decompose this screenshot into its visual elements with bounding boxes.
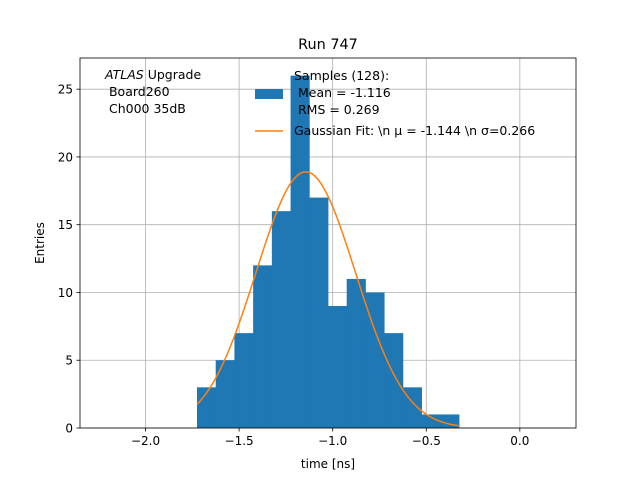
annotation-board: Board260: [105, 84, 170, 99]
gaussian-fit-line: [196, 171, 460, 427]
chart-title: Run 747: [298, 37, 358, 53]
legend-histogram-line-1: Samples (128):: [294, 68, 389, 83]
legend-histogram-line-3: RMS = 0.269: [294, 102, 380, 117]
histogram-bar: [234, 333, 254, 428]
histogram-bar: [365, 292, 385, 428]
histogram-bar: [309, 197, 329, 428]
histogram-bar: [253, 265, 273, 428]
y-tick-label: 10: [58, 286, 73, 300]
histogram-bar: [421, 414, 441, 428]
histogram-bar: [290, 75, 310, 428]
x-tick-label: −1.0: [318, 434, 347, 448]
histogram-bar: [346, 278, 366, 428]
x-tick-label: −1.5: [225, 434, 254, 448]
x-axis-ticks: −2.0 −1.5 −1.0 −0.5 0.0: [131, 428, 529, 448]
histogram-bar: [215, 360, 235, 428]
y-axis-label: Entries: [33, 222, 47, 264]
x-axis-label: time [ns]: [301, 457, 355, 471]
legend-histogram-line-2: Mean = -1.116: [294, 85, 391, 100]
y-tick-label: 15: [58, 218, 73, 232]
legend: Samples (128): Mean = -1.116 RMS = 0.269…: [255, 68, 535, 138]
histogram-bar: [271, 211, 291, 428]
y-tick-label: 0: [65, 422, 73, 436]
annotation-line-1: ATLAS Upgrade: [104, 67, 201, 82]
histogram-bars: [196, 75, 460, 428]
y-axis-ticks: 0 5 10 15 20 25: [58, 83, 80, 436]
legend-histogram-swatch: [255, 89, 283, 99]
legend-fit-label: Gaussian Fit: \n μ = -1.144 \n σ=0.266: [294, 123, 535, 138]
y-tick-label: 20: [58, 150, 73, 164]
histogram-bar: [196, 387, 217, 428]
atlas-label: ATLAS: [104, 67, 144, 82]
axes-frame: [79, 57, 577, 429]
histogram-bar: [328, 306, 348, 428]
annotation-block: ATLAS Upgrade Board260 Ch000 35dB: [104, 67, 201, 116]
x-tick-label: −0.5: [412, 434, 441, 448]
x-tick-label: 0.0: [510, 434, 529, 448]
y-tick-label: 5: [65, 354, 73, 368]
x-tick-label: −2.0: [131, 434, 160, 448]
y-tick-label: 25: [58, 83, 73, 97]
annotation-channel: Ch000 35dB: [105, 101, 186, 116]
grid: [80, 58, 576, 429]
histogram-bar: [384, 333, 404, 428]
upgrade-label: Upgrade: [144, 67, 202, 82]
